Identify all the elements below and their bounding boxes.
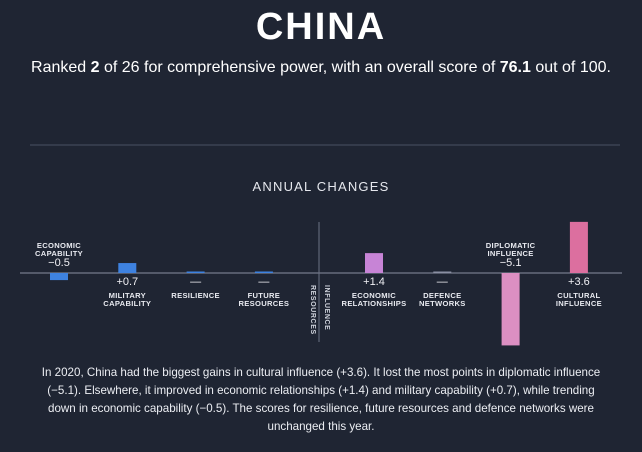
category-label: MILITARY CAPABILITY bbox=[103, 291, 152, 308]
bar bbox=[569, 221, 588, 273]
category-label: DEFENCE NETWORKS bbox=[418, 291, 466, 308]
title: CHINA bbox=[255, 6, 387, 48]
value-label: +3.6 bbox=[568, 276, 590, 288]
value-label: — bbox=[190, 276, 202, 288]
bar bbox=[118, 263, 137, 273]
group-label: INFLUENCE bbox=[323, 285, 330, 331]
value-label: +1.4 bbox=[363, 276, 385, 288]
category-label: DIPLOMATIC INFLUENCE bbox=[485, 241, 536, 258]
value-label: −0.5 bbox=[48, 257, 70, 269]
note: In 2020, China had the biggest gains in … bbox=[41, 366, 601, 433]
score: 76.1 bbox=[499, 59, 531, 76]
subtitle: Ranked 2 of 26 for comprehensive power, … bbox=[0, 59, 642, 77]
category-label: CULTURAL INFLUENCE bbox=[555, 291, 602, 308]
bar bbox=[365, 253, 383, 273]
value-label: — bbox=[436, 276, 448, 288]
chart-title: ANNUAL CHANGES bbox=[252, 179, 390, 194]
group-label: RESOURCES bbox=[309, 285, 316, 335]
value-label: −5.1 bbox=[499, 257, 522, 269]
bar bbox=[433, 271, 452, 273]
bar bbox=[501, 273, 520, 346]
subtitle-text: of 26 for comprehensive power, with an o… bbox=[99, 59, 500, 76]
subtitle-text: Ranked bbox=[31, 59, 91, 76]
bar bbox=[186, 271, 205, 273]
bar bbox=[50, 273, 68, 281]
bar bbox=[254, 271, 273, 273]
category-label: FUTURE RESOURCES bbox=[238, 291, 290, 308]
category-label: RESILIENCE bbox=[171, 291, 220, 300]
subtitle-text: out of 100. bbox=[530, 59, 611, 76]
category-label: ECONOMIC RELATIONSHIPS bbox=[341, 291, 407, 308]
value-label: — bbox=[258, 276, 270, 288]
rank: 2 bbox=[90, 59, 100, 76]
category-label: ECONOMIC CAPABILITY bbox=[35, 241, 83, 258]
value-label: +0.7 bbox=[116, 276, 139, 288]
